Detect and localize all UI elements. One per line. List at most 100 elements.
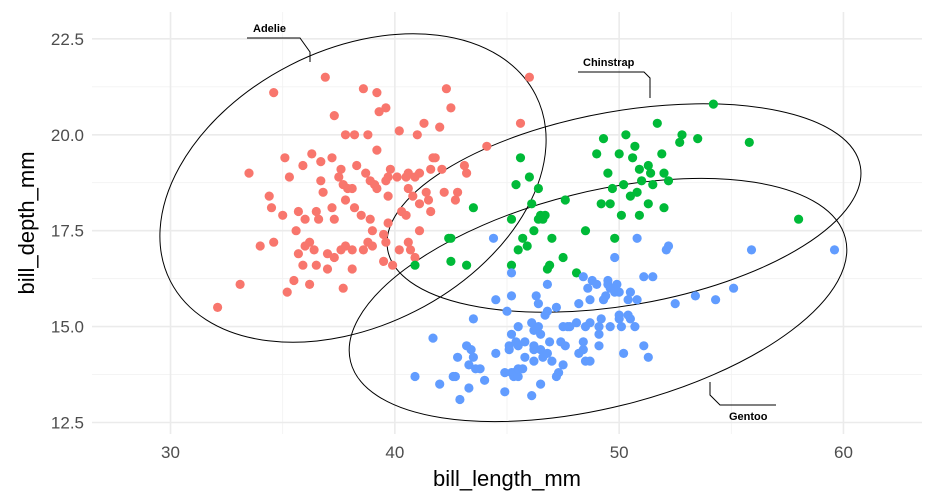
point-chinstrap xyxy=(515,153,526,163)
point-gentoo xyxy=(643,352,653,362)
point-gentoo xyxy=(466,345,476,355)
point-chinstrap xyxy=(580,226,591,236)
point-gentoo xyxy=(571,318,582,328)
point-adelie xyxy=(316,176,326,186)
ellipse-layer xyxy=(159,33,862,423)
point-adelie xyxy=(414,199,425,209)
point-chinstrap xyxy=(560,195,570,205)
point-gentoo xyxy=(648,272,658,282)
point-adelie xyxy=(408,191,418,201)
point-chinstrap xyxy=(518,233,528,243)
point-adelie xyxy=(419,118,429,128)
point-adelie xyxy=(309,245,319,255)
point-adelie xyxy=(515,118,526,128)
point-adelie xyxy=(340,130,351,140)
ellipse-chinstrap xyxy=(386,103,862,313)
point-gentoo xyxy=(491,295,501,305)
point-gentoo xyxy=(630,322,640,332)
point-gentoo xyxy=(520,352,530,362)
annotation-adelie: Adelie xyxy=(247,23,311,62)
point-gentoo xyxy=(596,314,606,324)
point-adelie xyxy=(392,172,402,182)
point-adelie xyxy=(329,214,339,224)
point-gentoo xyxy=(410,371,420,382)
point-gentoo xyxy=(585,295,595,305)
point-adelie xyxy=(372,183,382,194)
point-chinstrap xyxy=(744,137,754,147)
point-gentoo xyxy=(542,306,553,316)
point-gentoo xyxy=(583,283,593,293)
point-gentoo xyxy=(554,368,564,378)
y-tick-label: 15.0 xyxy=(51,318,84,337)
point-gentoo xyxy=(542,348,553,358)
point-adelie xyxy=(450,195,460,205)
point-gentoo xyxy=(578,272,588,282)
point-adelie xyxy=(383,172,393,182)
point-gentoo xyxy=(506,268,517,278)
point-adelie xyxy=(352,160,362,171)
point-gentoo xyxy=(529,356,539,366)
point-adelie xyxy=(372,145,382,155)
point-gentoo xyxy=(585,318,595,328)
point-adelie xyxy=(365,214,375,224)
point-chinstrap xyxy=(607,183,618,194)
grid-lines xyxy=(92,12,922,434)
point-gentoo xyxy=(619,348,629,358)
point-adelie xyxy=(385,164,395,174)
annotation-leader-gentoo xyxy=(709,382,776,406)
point-gentoo xyxy=(603,275,613,286)
point-adelie xyxy=(358,245,368,255)
point-gentoo xyxy=(614,287,624,297)
point-gentoo xyxy=(504,341,514,351)
point-gentoo xyxy=(578,337,588,347)
point-adelie xyxy=(405,245,416,255)
point-adelie xyxy=(347,264,357,274)
point-adelie xyxy=(327,153,337,163)
point-chinstrap xyxy=(610,233,620,243)
point-gentoo xyxy=(632,295,642,305)
point-adelie xyxy=(403,168,413,178)
point-gentoo xyxy=(520,337,530,347)
point-chinstrap xyxy=(506,214,517,224)
point-chinstrap xyxy=(533,183,544,194)
point-gentoo xyxy=(585,356,595,366)
point-adelie xyxy=(298,260,308,270)
point-gentoo xyxy=(711,295,721,305)
x-tick-label: 30 xyxy=(161,443,180,462)
point-gentoo xyxy=(578,345,588,355)
point-gentoo xyxy=(614,310,624,320)
point-chinstrap xyxy=(659,168,669,178)
point-gentoo xyxy=(729,283,739,293)
point-chinstrap xyxy=(522,241,532,251)
point-chinstrap xyxy=(646,168,656,178)
point-gentoo xyxy=(455,394,465,405)
point-gentoo xyxy=(488,233,499,243)
point-adelie xyxy=(311,206,321,217)
point-gentoo xyxy=(536,329,546,339)
point-adelie xyxy=(453,187,463,197)
point-adelie xyxy=(347,183,357,194)
point-gentoo xyxy=(616,322,627,332)
annotation-label-chinstrap: Chinstrap xyxy=(583,57,635,69)
point-chinstrap xyxy=(659,203,669,213)
point-adelie xyxy=(329,111,339,121)
point-gentoo xyxy=(639,272,649,282)
point-chinstrap xyxy=(677,130,687,140)
point-chinstrap xyxy=(506,260,517,270)
point-gentoo xyxy=(592,279,602,289)
point-chinstrap xyxy=(596,199,606,209)
point-adelie xyxy=(235,279,245,289)
point-chinstrap xyxy=(605,199,615,209)
point-adelie xyxy=(322,264,333,274)
point-adelie xyxy=(338,283,348,293)
point-gentoo xyxy=(468,314,478,324)
point-gentoo xyxy=(531,291,541,301)
point-gentoo xyxy=(610,252,620,263)
point-gentoo xyxy=(547,356,557,366)
x-axis-title: bill_length_mm xyxy=(433,466,581,491)
annotation-gentoo: Gentoo xyxy=(709,382,776,423)
point-gentoo xyxy=(502,306,512,316)
point-chinstrap xyxy=(619,180,629,190)
point-gentoo xyxy=(527,391,537,401)
